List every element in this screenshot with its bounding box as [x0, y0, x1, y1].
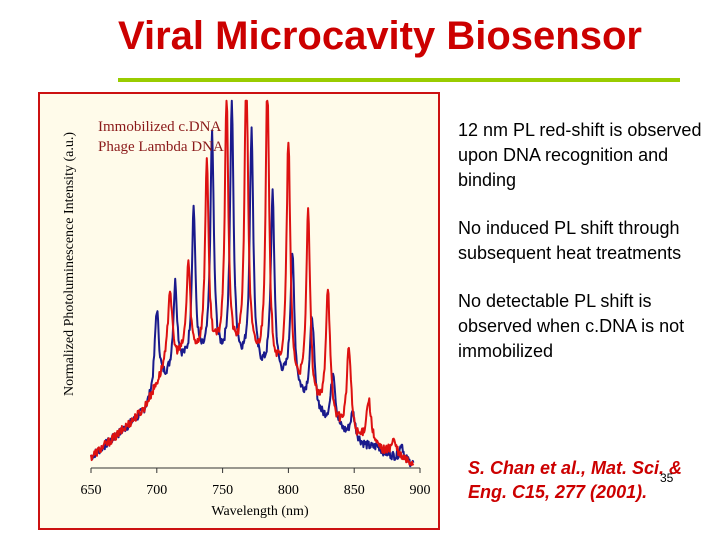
- bullet-item: 12 nm PL red-shift is observed upon DNA …: [458, 120, 702, 190]
- title-underline: [118, 78, 680, 82]
- x-tick-label: 700: [146, 483, 167, 498]
- x-tick-label: 800: [278, 483, 299, 498]
- x-tick-label: 850: [344, 483, 365, 498]
- legend-immobilized-cdna: Immobilized c.DNA: [98, 119, 221, 135]
- x-tick-label: 900: [410, 483, 431, 498]
- slide-title: Viral Microcavity Biosensor: [118, 14, 642, 58]
- y-axis-label: Normalized Photoluminescence Intensity (…: [62, 132, 77, 396]
- citation: S. Chan et al., Mat. Sci. & Eng. C15, 27…: [468, 458, 683, 502]
- bullet-list: 12 nm PL red-shift is observed upon DNA …: [458, 118, 708, 387]
- legend-phage-lambda-dna: Phage Lambda DNA: [98, 139, 224, 155]
- chart-frame: [38, 92, 440, 530]
- page-number: 35: [660, 471, 674, 485]
- x-tick-label: 650: [81, 483, 102, 498]
- x-axis-label: Wavelength (nm): [211, 504, 309, 519]
- x-tick-label: 750: [212, 483, 233, 498]
- series-line-phage-lambda-dna: [90, 99, 415, 466]
- bullet-item: No induced PL shift through subsequent h…: [458, 218, 682, 263]
- bullet-item: No detectable PL shift is observed when …: [458, 291, 685, 361]
